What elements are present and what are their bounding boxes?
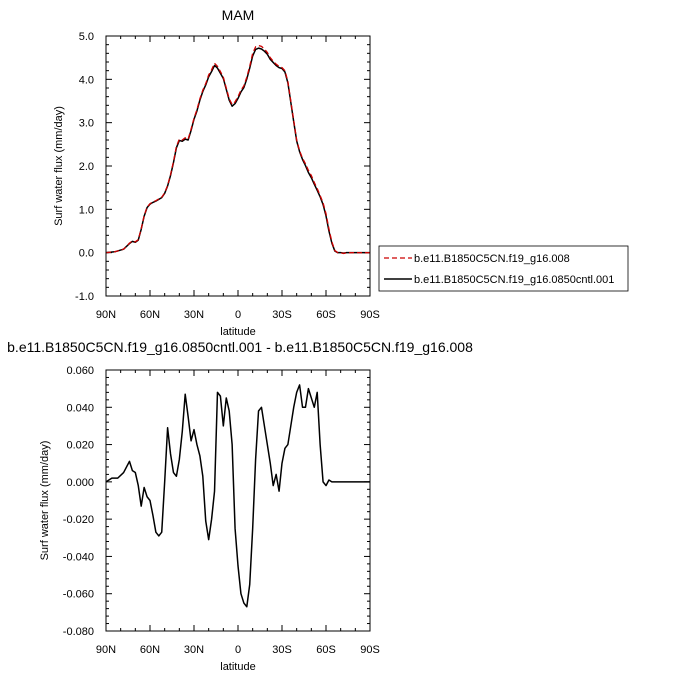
y-tick-label: 5.0: [79, 31, 94, 43]
legend: b.e11.B1850C5CN.f19_g16.008 b.e11.B1850C…: [378, 245, 629, 292]
series-line-cntl: [105, 47, 370, 254]
legend-box: [378, 245, 629, 292]
y-tick-label: -0.080: [63, 626, 94, 638]
panel-difference: b.e11.B1850C5CN.f19_g16.0850cntl.001 - b…: [7, 339, 473, 673]
y-tick-label: 4.0: [79, 74, 94, 86]
y-tick-label: -0.060: [63, 589, 94, 601]
x-tick-label: 30N: [184, 309, 204, 321]
difference-title: b.e11.B1850C5CN.f19_g16.0850cntl.001 - b…: [7, 339, 473, 355]
x-tick-label: 0: [235, 644, 241, 656]
series-lines: [105, 44, 370, 255]
x-tick-label: 30S: [272, 309, 292, 321]
panel-mean-flux: MAM Surf water flux (mm/day) latitude 90…: [53, 7, 380, 338]
x-tick-label: 30N: [184, 644, 204, 656]
x-axis-label: latitude: [220, 661, 255, 673]
x-tick-label: 60S: [316, 309, 336, 321]
y-tick-label: -0.020: [63, 514, 94, 526]
series-line-control: [105, 44, 370, 255]
x-axis-label: latitude: [220, 326, 255, 338]
axis-ticks: [105, 369, 371, 632]
y-tick-label: 3.0: [79, 118, 94, 130]
y-tick-label: 2.0: [79, 161, 94, 173]
x-tick-label: 90S: [360, 309, 380, 321]
y-tick-label: 1.0: [79, 204, 94, 216]
x-tick-label: 0: [235, 309, 241, 321]
legend-entry-cntl: b.e11.B1850C5CN.f19_g16.0850cntl.001: [414, 274, 614, 286]
tick-labels: 90N 60N 30N 0 30S 60S 90S -1.0 0.0 1.0 2.0 3.0 4.0 5.…: [75, 31, 380, 321]
axis-ticks: [105, 35, 371, 297]
x-tick-label: 60N: [140, 309, 160, 321]
y-tick-label: -0.040: [63, 551, 94, 563]
y-tick-label: 0.0: [79, 248, 94, 260]
x-tick-label: 30S: [272, 644, 292, 656]
x-tick-label: 90N: [96, 644, 116, 656]
x-tick-label: 90S: [360, 644, 380, 656]
y-axis-label: Surf water flux (mm/day): [53, 106, 65, 226]
y-tick-label: -1.0: [75, 291, 94, 303]
y-tick-label: 0.060: [66, 365, 94, 377]
x-tick-label: 60N: [140, 644, 160, 656]
y-tick-label: 0.000: [66, 477, 94, 489]
x-tick-label: 90N: [96, 309, 116, 321]
legend-entry-control: b.e11.B1850C5CN.f19_g16.008: [414, 253, 570, 265]
tick-labels: 90N 60N 30N 0 30S 60S 90S -0.080 -0.060 -0.040 -0.…: [63, 365, 380, 656]
chart-title: MAM: [222, 7, 255, 23]
plot-frame: [105, 35, 371, 297]
difference-line: [105, 384, 370, 608]
series-lines: [105, 384, 370, 608]
x-tick-label: 60S: [316, 644, 336, 656]
y-tick-label: 0.040: [66, 402, 94, 414]
plot-frame: [105, 369, 371, 632]
y-axis-label: Surf water flux (mm/day): [39, 441, 51, 561]
y-tick-label: 0.020: [66, 440, 94, 452]
